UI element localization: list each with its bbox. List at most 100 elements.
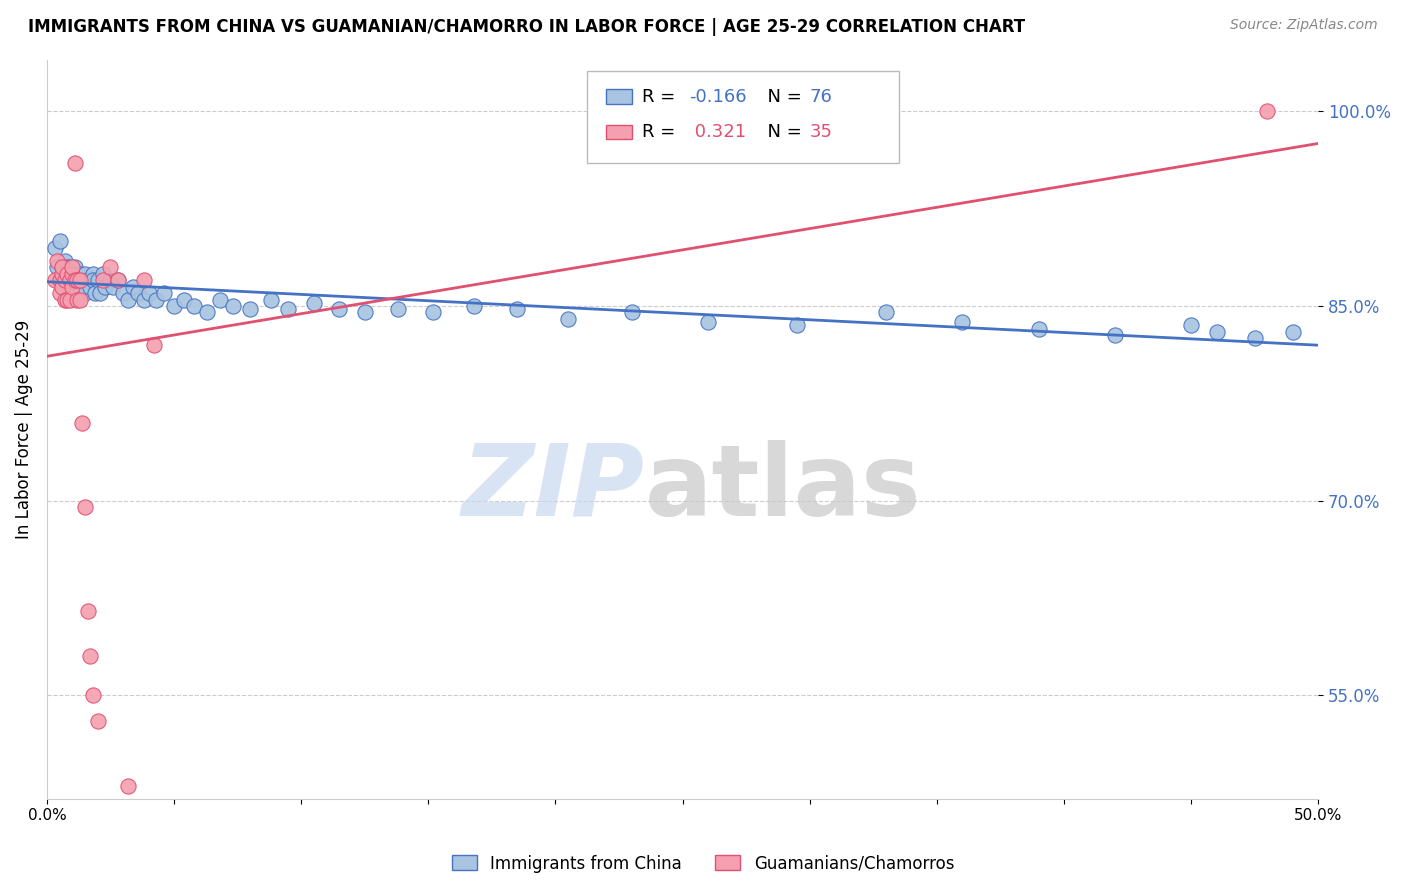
Point [66, 273, 89, 287]
Point [82, 273, 104, 287]
FancyBboxPatch shape [606, 125, 631, 139]
Text: N =: N = [756, 87, 808, 105]
Point [60, 267, 83, 281]
Point [259, 293, 281, 307]
Point [506, 301, 529, 316]
FancyBboxPatch shape [606, 89, 631, 104]
Point [73, 500, 96, 514]
Point [1205, 325, 1227, 339]
Point [79, 649, 101, 664]
Point [950, 314, 973, 328]
Point [69, 273, 91, 287]
Point [53, 273, 76, 287]
Point [89, 285, 111, 300]
Point [73, 267, 96, 281]
Point [51, 273, 73, 287]
Point [76, 273, 98, 287]
Point [60, 267, 83, 281]
Point [277, 301, 299, 316]
Point [59, 260, 82, 274]
Text: N =: N = [756, 123, 808, 141]
Point [60, 273, 83, 287]
Legend: Immigrants from China, Guamanians/Chamorros: Immigrants from China, Guamanians/Chamor… [446, 848, 960, 880]
Point [353, 305, 375, 319]
Point [463, 299, 485, 313]
Point [100, 273, 122, 287]
Point [328, 301, 350, 316]
Point [79, 279, 101, 293]
Point [51, 279, 73, 293]
FancyBboxPatch shape [588, 70, 898, 163]
Point [101, 279, 124, 293]
Point [183, 299, 205, 313]
Point [82, 267, 104, 281]
Point [87, 273, 110, 287]
Point [153, 285, 176, 300]
Point [84, 285, 107, 300]
Point [44, 241, 66, 255]
Y-axis label: In Labor Force | Age 25-29: In Labor Force | Age 25-29 [15, 319, 32, 539]
Point [620, 305, 643, 319]
Point [132, 293, 155, 307]
Point [786, 318, 808, 333]
Point [138, 285, 160, 300]
Point [66, 285, 89, 300]
Point [875, 305, 897, 319]
Point [69, 279, 91, 293]
Point [127, 285, 149, 300]
Text: R =: R = [643, 87, 681, 105]
Point [107, 273, 129, 287]
Point [51, 267, 73, 281]
Text: Source: ZipAtlas.com: Source: ZipAtlas.com [1230, 18, 1378, 32]
Point [56, 267, 79, 281]
Point [82, 688, 104, 702]
Point [63, 273, 86, 287]
Point [1180, 318, 1202, 333]
Text: 76: 76 [810, 87, 832, 105]
Point [60, 285, 83, 300]
Point [422, 305, 444, 319]
Text: R =: R = [643, 123, 681, 141]
Point [142, 338, 165, 352]
Point [46, 253, 69, 268]
Point [387, 301, 409, 316]
Point [239, 301, 262, 316]
Point [72, 273, 94, 287]
Point [221, 299, 243, 313]
Point [72, 416, 94, 430]
Point [59, 293, 82, 307]
Point [60, 260, 83, 274]
Text: IMMIGRANTS FROM CHINA VS GUAMANIAN/CHAMORRO IN LABOR FORCE | AGE 25-29 CORRELATI: IMMIGRANTS FROM CHINA VS GUAMANIAN/CHAMO… [28, 18, 1025, 36]
Point [208, 293, 231, 307]
Point [63, 273, 86, 287]
Point [145, 293, 167, 307]
Point [56, 285, 79, 300]
Point [51, 260, 73, 274]
Point [46, 260, 69, 274]
Point [53, 267, 76, 281]
Point [557, 312, 579, 326]
Point [87, 714, 110, 728]
Point [56, 293, 79, 307]
Point [73, 285, 96, 300]
Point [59, 267, 82, 281]
Point [53, 273, 76, 287]
Point [48, 273, 70, 287]
Point [100, 260, 122, 274]
Text: atlas: atlas [644, 440, 921, 537]
Text: ZIP: ZIP [461, 440, 644, 537]
Point [51, 260, 73, 274]
Point [44, 273, 66, 287]
Point [56, 273, 79, 287]
Point [1104, 327, 1126, 342]
Text: -0.166: -0.166 [689, 87, 747, 105]
Point [91, 273, 114, 287]
Point [112, 285, 135, 300]
Point [107, 273, 129, 287]
Point [66, 293, 89, 307]
Point [53, 293, 76, 307]
Point [69, 267, 91, 281]
Point [48, 273, 70, 287]
Point [59, 273, 82, 287]
Point [63, 267, 86, 281]
